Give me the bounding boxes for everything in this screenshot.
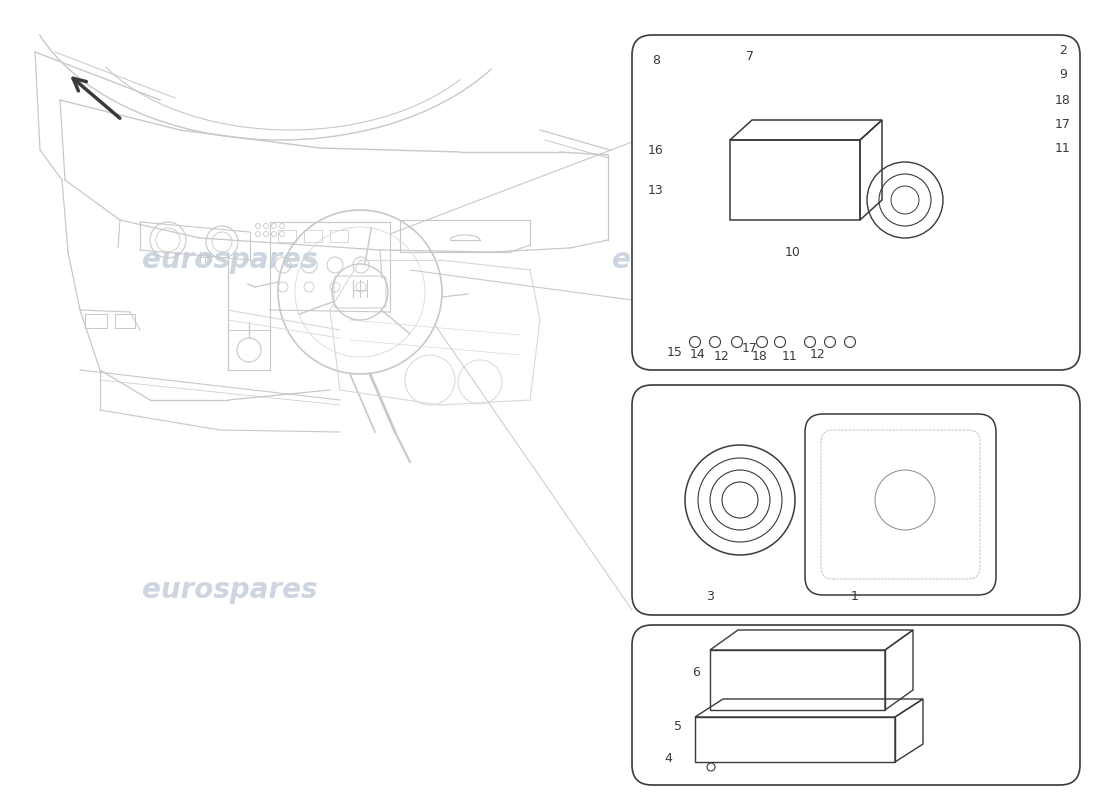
Text: 18: 18 [752, 350, 768, 362]
Text: 13: 13 [648, 183, 664, 197]
Circle shape [707, 763, 715, 771]
FancyBboxPatch shape [632, 385, 1080, 615]
Text: eurospares: eurospares [142, 246, 318, 274]
Bar [278, 230, 296, 242]
Text: 7: 7 [746, 50, 754, 63]
Circle shape [710, 337, 720, 347]
Bar [85, 314, 107, 328]
Text: 11: 11 [1055, 142, 1071, 154]
Text: 1: 1 [851, 590, 859, 603]
Text: 18: 18 [1055, 94, 1071, 106]
Circle shape [845, 337, 856, 347]
Text: 9: 9 [1059, 69, 1067, 82]
Text: 6: 6 [692, 666, 700, 678]
Circle shape [804, 337, 815, 347]
Text: 4: 4 [664, 751, 672, 765]
Circle shape [774, 337, 785, 347]
Text: 8: 8 [652, 54, 660, 66]
Text: 12: 12 [810, 349, 826, 362]
Text: eurospares: eurospares [142, 576, 318, 604]
Text: 11: 11 [782, 350, 797, 362]
Text: 16: 16 [648, 143, 664, 157]
Text: 17: 17 [742, 342, 758, 354]
Circle shape [732, 337, 742, 347]
Text: 3: 3 [706, 590, 714, 603]
Text: 14: 14 [690, 347, 706, 361]
Text: 15: 15 [667, 346, 683, 358]
Circle shape [825, 337, 836, 347]
Circle shape [690, 337, 701, 347]
Text: 5: 5 [674, 721, 682, 734]
Bar [330, 230, 348, 242]
Text: 2: 2 [1059, 43, 1067, 57]
Text: 12: 12 [714, 350, 730, 362]
FancyBboxPatch shape [632, 35, 1080, 370]
Text: 17: 17 [1055, 118, 1071, 130]
Text: eurospares: eurospares [613, 246, 788, 274]
Circle shape [757, 337, 768, 347]
FancyBboxPatch shape [632, 625, 1080, 785]
Text: eurospares: eurospares [672, 486, 848, 514]
Bar [116, 314, 135, 328]
Text: 10: 10 [785, 246, 801, 258]
Bar [304, 230, 322, 242]
